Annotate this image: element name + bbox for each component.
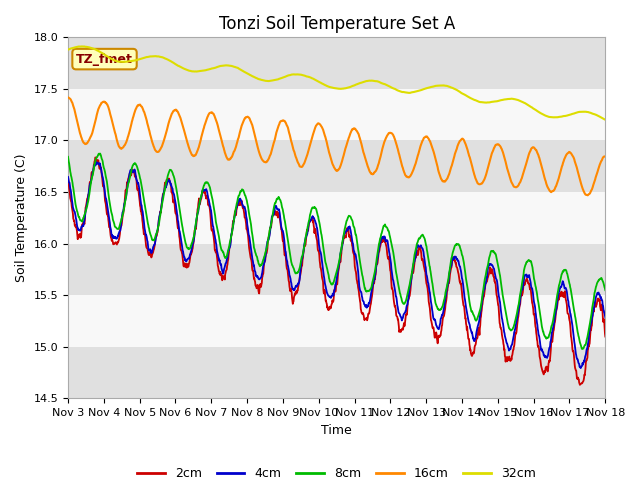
4cm [244, 226, 252, 232]
16cm [602, 154, 609, 159]
8cm [579, 346, 586, 352]
16cm [244, 114, 252, 120]
16cm [171, 108, 179, 113]
Title: Tonzi Soil Temperature Set A: Tonzi Soil Temperature Set A [218, 15, 455, 33]
32cm [77, 44, 85, 49]
2cm [64, 175, 72, 181]
Line: 16cm: 16cm [68, 97, 605, 195]
4cm [577, 365, 584, 371]
4cm [64, 174, 72, 180]
2cm [420, 265, 428, 271]
2cm [184, 262, 192, 268]
2cm [491, 278, 499, 284]
8cm [184, 246, 192, 252]
32cm [244, 71, 252, 77]
16cm [538, 162, 545, 168]
X-axis label: Time: Time [321, 424, 352, 437]
32cm [538, 111, 546, 117]
32cm [420, 86, 428, 92]
2cm [576, 382, 584, 388]
8cm [96, 151, 104, 156]
8cm [64, 154, 72, 160]
8cm [491, 250, 499, 256]
32cm [184, 68, 192, 73]
Line: 2cm: 2cm [68, 157, 605, 385]
8cm [244, 204, 252, 209]
32cm [64, 47, 72, 52]
Bar [68, 347, 605, 398]
8cm [420, 235, 428, 240]
Bar [68, 37, 605, 89]
Text: TZ_fmet: TZ_fmet [76, 53, 133, 66]
Bar [68, 244, 605, 295]
4cm [538, 346, 546, 352]
4cm [420, 254, 428, 260]
8cm [171, 178, 179, 183]
Bar [68, 295, 605, 347]
16cm [64, 95, 72, 100]
8cm [602, 287, 609, 293]
4cm [184, 256, 192, 262]
2cm [602, 334, 609, 339]
Y-axis label: Soil Temperature (C): Soil Temperature (C) [15, 154, 28, 282]
32cm [171, 61, 179, 67]
2cm [171, 204, 179, 210]
32cm [491, 98, 499, 104]
8cm [538, 324, 546, 329]
2cm [92, 155, 99, 160]
Bar [68, 141, 605, 192]
16cm [420, 135, 428, 141]
Line: 8cm: 8cm [68, 154, 605, 349]
Bar [68, 89, 605, 141]
Line: 4cm: 4cm [68, 162, 605, 368]
16cm [184, 140, 191, 146]
4cm [491, 268, 499, 274]
32cm [602, 117, 609, 122]
4cm [93, 159, 100, 165]
16cm [490, 145, 498, 151]
Legend: 2cm, 4cm, 8cm, 16cm, 32cm: 2cm, 4cm, 8cm, 16cm, 32cm [132, 462, 541, 480]
4cm [171, 196, 179, 202]
2cm [244, 232, 252, 238]
16cm [584, 192, 591, 198]
Line: 32cm: 32cm [68, 47, 605, 120]
4cm [602, 315, 609, 321]
Bar [68, 192, 605, 244]
2cm [538, 366, 546, 372]
